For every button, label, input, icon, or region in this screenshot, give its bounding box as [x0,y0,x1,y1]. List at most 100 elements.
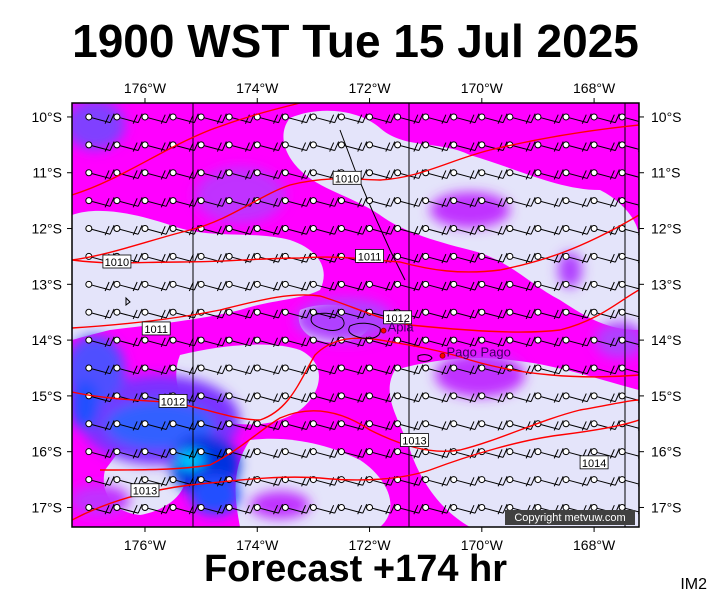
wind-barb [534,252,564,264]
isobar-label: 1011 [355,249,384,263]
wind-barb [141,336,171,348]
wind-barb [534,280,564,292]
wind-barb [197,364,227,375]
wind-barb [394,448,424,459]
isobar-label: 1013 [130,483,160,498]
wind-barb [394,197,424,208]
wind-barb [478,197,508,208]
wind-barb [506,225,536,236]
wind-barb [450,141,480,152]
wind-barb [197,503,227,515]
wind-barb [281,141,312,152]
wind-barb [113,113,143,124]
wind-barb [281,197,312,208]
svg-text:Apia: Apia [388,320,415,335]
wind-barb [281,113,312,124]
wind-barb [562,280,592,292]
wind-barb [506,392,536,403]
wind-barb [478,169,508,180]
isobar-labels: 1010 1010 1011 1011 1012 1012 1013 1013 1014 [102,170,609,498]
wind-barb [197,169,227,180]
forecast-hour: Forecast +174 hr [203,548,508,590]
wind-barb [422,392,452,403]
wind-barb [506,476,536,487]
wind-barb [394,392,424,403]
svg-text:1011: 1011 [358,251,382,263]
wind-barb [478,503,508,515]
wind-barb [197,280,227,292]
wind-barb [590,169,620,180]
lon-label: 172°W [348,537,391,553]
wind-barb [309,197,340,208]
wind-barb [85,448,115,459]
svg-text:1014: 1014 [582,458,606,470]
wind-barb [337,308,368,320]
wind-barb [450,364,480,375]
wind-barb [281,448,312,459]
wind-barb [169,197,199,208]
wind-barb [506,420,536,431]
wind-barb [562,197,592,208]
wind-barb [85,197,115,208]
wind-barb [618,476,639,487]
wind-barb [534,169,564,180]
wind-barb [141,476,171,487]
wind-barb [113,503,143,515]
wind-barb [590,141,620,152]
wind-barb [562,141,592,152]
wind-barb [534,476,564,487]
wind-barb [450,169,480,180]
wind-barb [422,141,452,152]
lat-labels-right: 10°S 11°S 12°S 13°S 14°S 15°S 16°S 17°S [651,109,682,516]
wind-barb [562,420,592,431]
wind-barb [337,225,368,236]
isobar-label: 1011 [141,321,171,336]
isobar-label: 1014 [579,455,609,470]
product-code: IM2 [680,576,707,593]
wind-barb [478,113,508,124]
wind-barb [478,252,508,264]
wind-barb [478,225,508,236]
wind-barb [478,336,508,348]
wind-barb [85,280,115,292]
wind-barb [394,280,424,292]
wind-barb [169,448,199,459]
wind-barb [618,364,639,375]
wind-barb [309,225,340,236]
wind-barb [141,225,171,236]
wind-barb [85,169,115,180]
lat-label: 12°S [651,221,682,237]
wind-barb [590,448,620,459]
wind-barbs [85,113,639,515]
wind-barb [197,448,227,459]
wind-barb [141,169,171,180]
wind-barb [113,364,143,375]
lat-label: 16°S [651,444,682,460]
wind-barb [169,280,199,292]
wind-barb [366,280,396,292]
wind-barb [422,420,452,431]
wind-barb [225,280,255,292]
wind-barb [281,280,312,292]
wind-barb [506,197,536,208]
wind-barb [85,336,115,348]
wind-barb [113,308,143,320]
wind-barb [534,141,564,152]
wind-barb [281,503,312,515]
copyright-text: Copyright metvuw.com [514,512,625,524]
wind-barb [337,448,368,459]
wind-barb [197,141,227,152]
wind-barb [394,252,424,264]
wind-barb [309,503,340,515]
wind-barb [506,113,536,124]
wind-barb [478,392,508,403]
wind-barb [394,141,424,152]
map-frame [71,102,640,528]
wind-barb [534,336,564,348]
wind-barb [450,197,480,208]
wind-barb [253,141,283,152]
lat-label: 10°S [31,109,62,125]
wind-barb [113,392,143,403]
wind-barb [562,476,592,487]
wind-barb [590,280,620,292]
